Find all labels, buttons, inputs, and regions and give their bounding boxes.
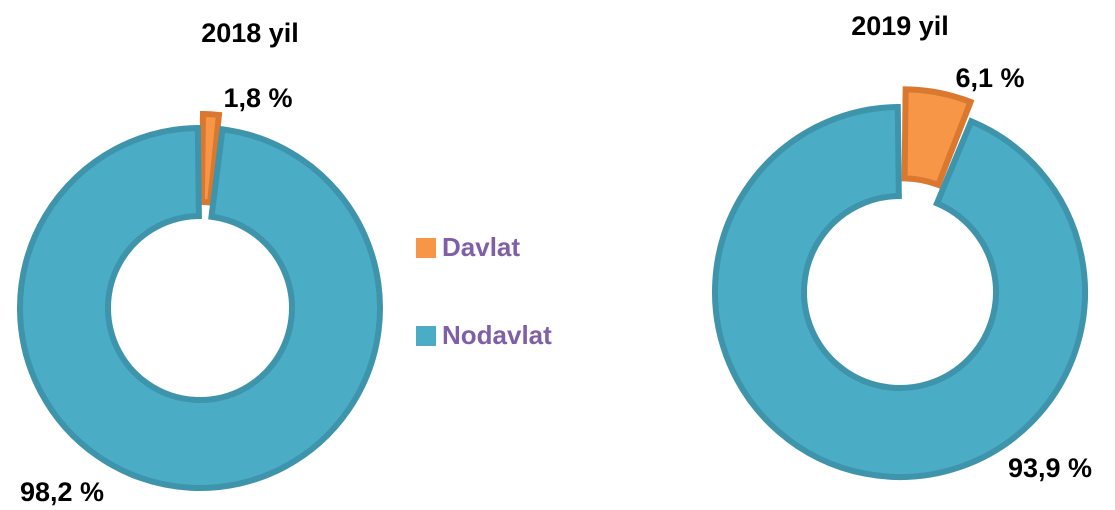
donut-slice — [712, 103, 1088, 480]
legend-swatch — [416, 326, 436, 346]
legend-label: Nodavlat — [442, 320, 552, 350]
donut-slice — [17, 124, 383, 491]
value-label: 98,2 % — [20, 477, 104, 507]
donut-slice — [198, 110, 223, 206]
chart-title: 2018 yil — [201, 18, 299, 48]
donut-slice — [901, 86, 975, 189]
legend-swatch — [416, 238, 436, 258]
value-label: 93,9 % — [1008, 453, 1092, 483]
value-label: 6,1 % — [955, 63, 1024, 93]
value-label: 1,8 % — [223, 83, 292, 113]
chart-title: 2019 yil — [851, 11, 949, 41]
legend-label: Davlat — [442, 232, 520, 262]
